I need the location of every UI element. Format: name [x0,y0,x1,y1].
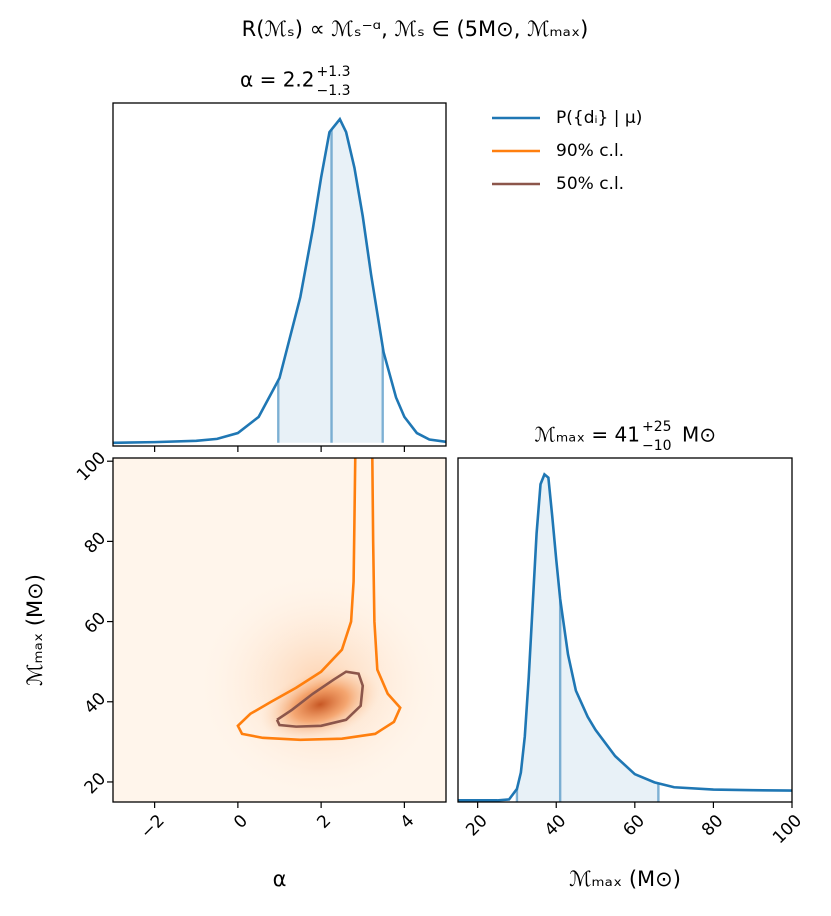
y-tick-label: 40 [81,689,110,718]
y-tick-label: 20 [81,769,110,798]
x-axis-label: α [273,867,287,891]
axes-frame [457,457,793,803]
y-tick-label: 60 [81,609,110,638]
axes-frame [112,102,447,447]
x-tick-label: 60 [619,811,648,840]
x-axis-label: ℳₘₐₓ (M⊙) [569,867,681,891]
figure-title: R(ℳₛ) ∝ ℳₛ⁻ᵅ, ℳₛ ∈ (5M⊙, ℳₘₐₓ) [242,17,589,41]
posterior-line [458,472,793,802]
legend-label: 90% c.l. [556,141,624,161]
title-lower: −1.3 [317,83,351,99]
x-tick-label: 0 [230,811,252,833]
x-tick-label: 4 [397,811,419,833]
x-tick-label: −2 [137,811,169,843]
title-lower: −10 [642,438,672,454]
contour-line [236,458,402,742]
x-tick-label: 20 [462,811,491,840]
posterior-line [112,116,447,445]
y-tick-label: 100 [73,448,110,485]
y-axis-label: ℳₘₐₓ (M⊙) [23,574,47,686]
title-upper: +1.3 [317,64,351,80]
x-tick-label: 40 [541,811,570,840]
panel-title: α = 2.2 [240,68,314,92]
x-tick-label: 100 [769,811,806,848]
axes-frame [112,457,447,803]
legend-label: 50% c.l. [556,174,624,194]
density-core [260,666,381,742]
density [200,458,441,795]
x-tick-label: 80 [698,811,727,840]
panel-title: ℳₘₐₓ = 41 [535,423,640,447]
contour-line [275,670,365,728]
y-tick-label: 80 [81,528,110,557]
title-upper: +25 [642,419,672,435]
credible-fill [516,474,659,802]
legend-label: P({dᵢ} | μ) [556,108,642,128]
title-unit: M⊙ [682,423,716,447]
x-tick-label: 2 [313,811,335,833]
